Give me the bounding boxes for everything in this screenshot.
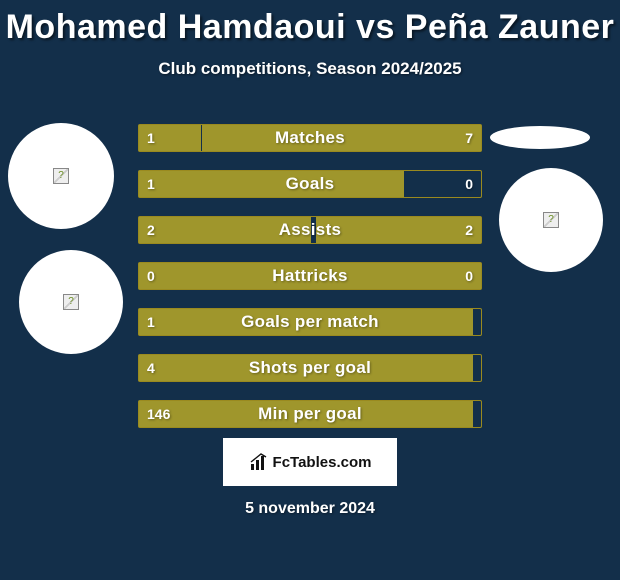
stat-row: 17Matches (138, 124, 482, 152)
brand-chart-icon (249, 452, 269, 472)
stat-row: 146Min per goal (138, 400, 482, 428)
image-placeholder-icon (543, 212, 559, 228)
stat-label: Goals per match (139, 309, 481, 335)
stat-label: Hattricks (139, 263, 481, 289)
page-title: Mohamed Hamdaoui vs Peña Zauner (0, 0, 620, 47)
stat-row: 22Assists (138, 216, 482, 244)
player2-main-avatar (490, 126, 590, 149)
player1-main-avatar (8, 123, 114, 229)
comparison-bars: 17Matches 10Goals 22Assists 00Hattricks 1Goa… (138, 124, 482, 446)
player2-club-avatar (499, 168, 603, 272)
infographic-root: Mohamed Hamdaoui vs Peña Zauner Club com… (0, 0, 620, 580)
image-placeholder-icon (53, 168, 69, 184)
stat-label: Shots per goal (139, 355, 481, 381)
stat-label: Assists (139, 217, 481, 243)
stat-row: 00Hattricks (138, 262, 482, 290)
stat-label: Min per goal (139, 401, 481, 427)
stat-label: Matches (139, 125, 481, 151)
brand-badge: FcTables.com (223, 438, 397, 486)
brand-text: FcTables.com (273, 454, 372, 471)
stat-label: Goals (139, 171, 481, 197)
stat-row: 1Goals per match (138, 308, 482, 336)
page-subtitle: Club competitions, Season 2024/2025 (0, 59, 620, 79)
footer-date: 5 november 2024 (0, 500, 620, 518)
stat-row: 4Shots per goal (138, 354, 482, 382)
player1-club-avatar (19, 250, 123, 354)
stat-row: 10Goals (138, 170, 482, 198)
image-placeholder-icon (63, 294, 79, 310)
